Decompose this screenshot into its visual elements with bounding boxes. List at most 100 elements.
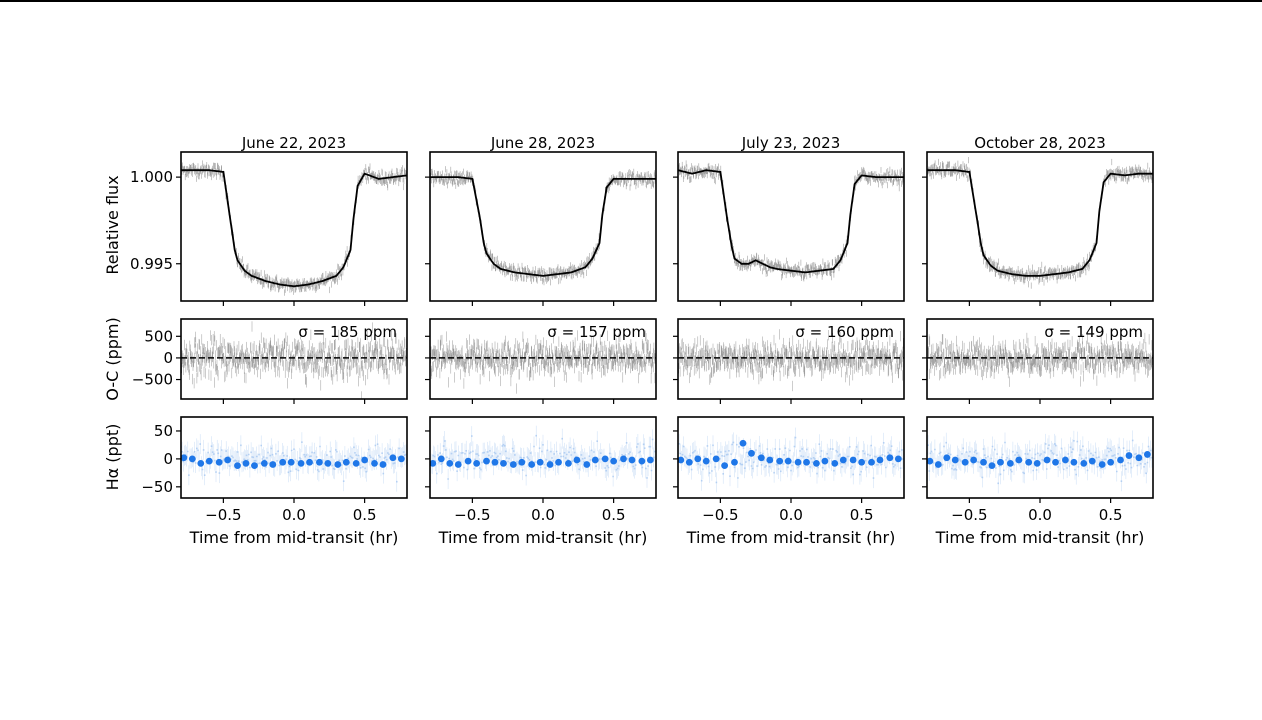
halpha-binned-point	[297, 459, 305, 467]
x-tick-label: 0.0	[282, 506, 306, 524]
halpha-binned-point	[1062, 456, 1069, 464]
x-axis-labels: Time from mid-transit (hr) Time from mid-…	[189, 528, 1145, 547]
column-titles: June 22, 2023 June 28, 2023 July 23, 2023 O…	[241, 134, 1106, 152]
halpha-binned-point	[573, 456, 581, 464]
halpha-binned-point	[997, 458, 1004, 466]
x-tick-label: 0.5	[353, 506, 377, 524]
halpha-binned-point	[731, 458, 738, 466]
halpha-binned-point	[224, 456, 232, 464]
halpha-binned-point	[591, 456, 599, 464]
halpha-binned-point	[324, 459, 332, 467]
y-tick-label: 500	[144, 327, 173, 345]
halpha-binned-point	[379, 461, 387, 468]
transit-model-line	[927, 169, 1153, 277]
panel-oc-2: σ = 157 ppm	[425, 318, 657, 404]
halpha-binned-point	[776, 457, 784, 465]
halpha-binned-point	[555, 458, 562, 466]
transit-model-line	[430, 176, 656, 277]
sigma-label: σ = 149 ppm	[1044, 323, 1143, 341]
halpha-binned-point	[1117, 456, 1124, 464]
halpha-binned-point	[961, 458, 969, 466]
halpha-binned-point	[1015, 456, 1023, 464]
x-tick-label: 0.0	[1028, 506, 1052, 524]
halpha-binned-point	[766, 456, 774, 464]
panel-title: June 28, 2023	[490, 134, 595, 152]
halpha-binned-point	[1080, 459, 1088, 467]
halpha-binned-point	[518, 458, 526, 466]
halpha-binned-point	[483, 457, 490, 465]
x-axis-label: Time from mid-transit (hr)	[935, 528, 1145, 547]
y-tick-label: −50	[141, 478, 173, 496]
residual-points	[181, 321, 407, 399]
halpha-binned-point	[306, 458, 313, 466]
plot-area	[927, 430, 1153, 494]
halpha-binned-point	[260, 459, 268, 467]
plot-area	[678, 427, 904, 493]
panel-halpha-1: −50 0 50 −0.5 0.0 0.5	[141, 416, 408, 524]
halpha-binned-point	[473, 459, 481, 467]
plot-area	[678, 329, 904, 392]
x-tick-label: −0.5	[702, 506, 738, 524]
panel-flux-2	[425, 151, 657, 306]
panel-title: June 22, 2023	[241, 134, 346, 152]
halpha-binned-point	[970, 456, 978, 464]
plot-area	[181, 160, 407, 296]
halpha-raw-points	[678, 436, 904, 484]
halpha-binned-point	[943, 454, 951, 462]
halpha-binned-point	[446, 459, 454, 467]
halpha-binned-point	[464, 457, 472, 465]
plot-area	[181, 432, 407, 492]
halpha-binned-point	[988, 462, 996, 469]
panel-flux-3	[673, 151, 905, 306]
halpha-binned-point	[437, 455, 445, 463]
halpha-binned-point	[334, 461, 342, 468]
halpha-binned-point	[234, 462, 241, 469]
halpha-binned-point	[712, 455, 720, 463]
halpha-binned-point	[601, 455, 609, 463]
halpha-binned-point	[500, 459, 507, 467]
halpha-binned-point	[197, 459, 205, 467]
halpha-raw-points	[927, 439, 1153, 485]
halpha-binned-point	[1143, 451, 1151, 458]
top-rule	[0, 0, 1262, 2]
halpha-binned-point	[980, 458, 987, 466]
x-axis-label: Time from mid-transit (hr)	[438, 528, 648, 547]
halpha-binned-point	[1006, 459, 1014, 467]
halpha-binned-point	[858, 458, 866, 466]
x-tick-label: 0.5	[1099, 506, 1123, 524]
panel-title: October 28, 2023	[974, 134, 1106, 152]
halpha-binned-point	[371, 459, 378, 467]
halpha-binned-point	[803, 458, 810, 466]
halpha-binned-point	[1125, 452, 1133, 459]
halpha-binned-point	[951, 456, 959, 464]
halpha-binned-point	[821, 457, 829, 465]
y-tick-label: 50	[154, 422, 173, 440]
halpha-binned-point	[528, 461, 536, 468]
halpha-binned-point	[886, 454, 894, 462]
halpha-binned-point	[1098, 461, 1106, 468]
halpha-binned-point	[831, 459, 839, 467]
halpha-binned-point	[188, 455, 196, 463]
halpha-binned-point	[205, 457, 213, 465]
transit-model-line	[181, 169, 407, 288]
plot-area	[430, 330, 656, 394]
halpha-binned-point	[721, 462, 729, 469]
halpha-binned-point	[546, 461, 554, 468]
plot-area	[430, 166, 656, 286]
halpha-binned-point	[646, 456, 654, 464]
halpha-binned-point	[509, 461, 517, 468]
plot-area	[678, 160, 904, 282]
halpha-binned-point	[279, 458, 287, 466]
y-axis-label-flux: Relative flux	[103, 175, 122, 274]
halpha-binned-point	[1107, 458, 1115, 466]
y-tick-label: 0	[163, 450, 173, 468]
panel-flux-1: 0.995 1.000	[130, 151, 408, 306]
panel-flux-4	[922, 151, 1154, 306]
halpha-binned-point	[934, 461, 942, 468]
halpha-binned-point	[694, 455, 702, 463]
x-tick-label: 0.5	[850, 506, 874, 524]
plot-area	[430, 425, 656, 490]
halpha-binned-point	[702, 457, 710, 465]
halpha-binned-point	[491, 458, 499, 466]
